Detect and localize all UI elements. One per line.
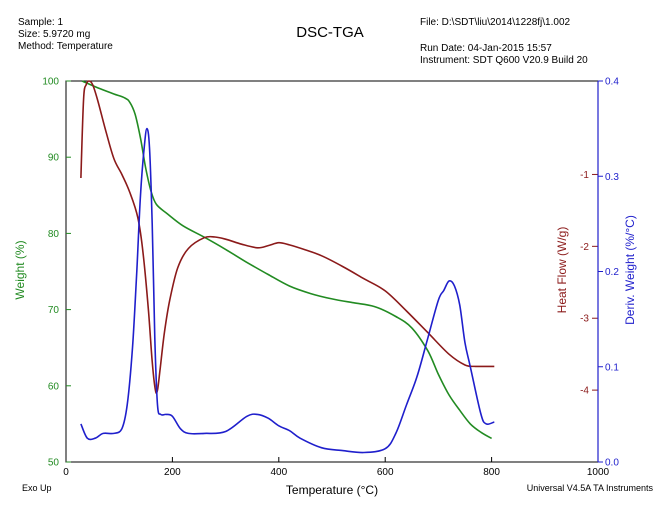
heat-flow-tick-label: -1 [580,170,589,181]
x-tick-label: 1000 [587,467,610,478]
heat-flow-series-line [80,80,495,395]
software-label: Universal V4.5A TA Instruments [527,483,654,493]
instrument-label: Instrument: SDT Q600 V20.9 Build 20 [420,55,588,66]
weight-tick-label: 100 [42,77,59,88]
deriv-tick-label: 0.4 [605,77,619,88]
deriv-weight-series-line [80,127,495,454]
x-tick-label: 0 [63,467,69,478]
run-date-label: Run Date: 04-Jan-2015 15:57 [420,43,552,54]
deriv-tick-label: 0.1 [605,362,619,373]
x-tick-label: 400 [270,467,287,478]
heat-flow-axis-label: Heat Flow (W/g) [555,227,569,314]
weight-tick-label: 80 [48,229,60,240]
method-label: Method: Temperature [18,41,113,52]
sample-label: Sample: 1 [18,17,64,28]
chart-title: DSC-TGA [296,24,364,41]
deriv-tick-label: 0.2 [605,267,619,278]
heat-flow-tick-label: -2 [580,242,589,253]
weight-tick-label: 50 [48,458,60,469]
exo-up-label: Exo Up [22,483,52,493]
labels-layer: Temperature (°C) Weight (%) Heat Flow (W… [13,215,653,497]
weight-series-line [81,80,492,440]
weight-tick-label: 90 [48,153,60,164]
x-tick-label: 800 [483,467,500,478]
heat-flow-tick-label: -4 [580,386,589,397]
size-label: Size: 5.9720 mg [18,29,91,40]
heat-flow-tick-label: -3 [580,314,589,325]
weight-tick-label: 70 [48,305,60,316]
weight-tick-label: 60 [48,381,60,392]
weight-axis-label: Weight (%) [13,240,27,299]
axes-layer: 0 200 400 600 800 1000 50 60 70 80 90 100 -4 -3 -2 -1 0.… [42,77,619,479]
file-label: File: D:\SDT\liu\2014\1228fj\1.002 [420,17,571,28]
x-axis-label: Temperature (°C) [286,483,378,497]
deriv-axis-label: Deriv. Weight (%/°C) [623,215,637,325]
x-tick-label: 600 [377,467,394,478]
deriv-tick-label: 0.3 [605,172,619,183]
x-tick-label: 200 [164,467,181,478]
deriv-tick-label: 0.0 [605,458,619,469]
series-layer [80,80,495,454]
